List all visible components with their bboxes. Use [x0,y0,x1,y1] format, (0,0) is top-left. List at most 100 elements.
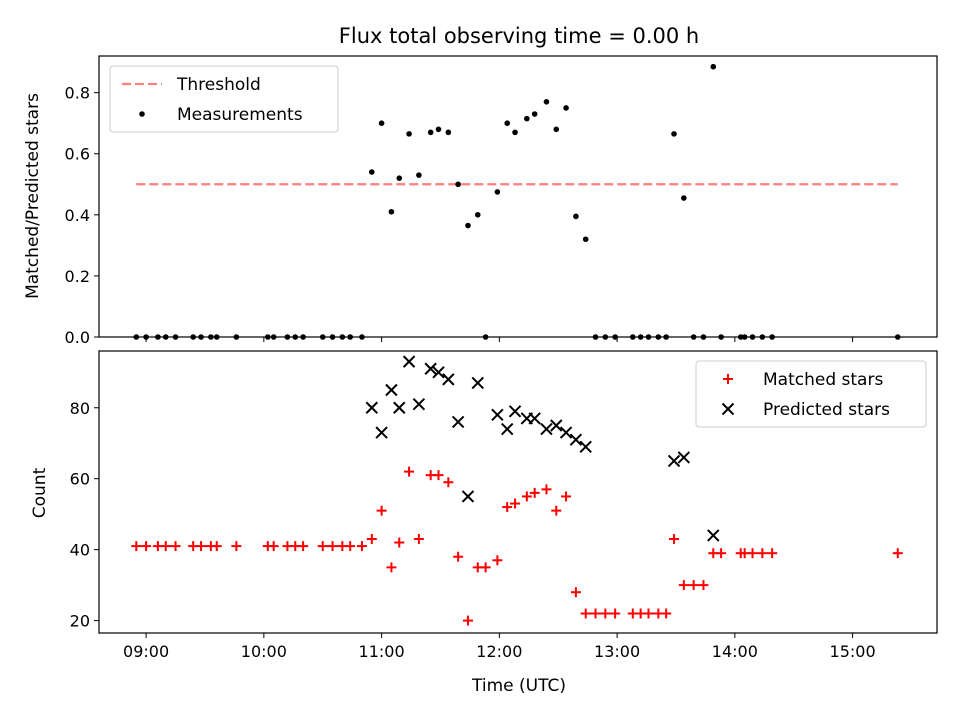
matched-star-point [716,548,727,559]
x-tick-label: 13:00 [594,642,640,661]
measurement-point [455,181,461,188]
matched-star-point [131,541,142,552]
x-tick-label: 09:00 [123,642,169,661]
matched-star-point [502,502,513,513]
matched-star-point [170,541,181,552]
measurement-point [378,120,385,126]
measurement-point [543,99,550,105]
predicted-star-point [451,415,465,429]
ratio-y-tick-label: 0.6 [65,145,90,164]
count-y-tick-label: 80 [70,399,90,418]
matched-star-point [529,487,540,498]
predicted-star-point [471,376,484,390]
predicted-star-point [412,398,426,411]
matched-star-point [268,541,279,552]
matched-star-point [767,548,778,559]
matched-star-point [433,470,444,481]
matched-star-point [211,541,222,552]
x-tick-label: 14:00 [712,642,758,661]
predicted-star-point [540,422,553,436]
measurement-point [512,129,518,136]
measurement-point [494,189,501,195]
predicted-star-point [707,529,720,542]
predicted-star-point [375,426,388,439]
measurement-point [368,169,375,175]
matched-star-point [892,548,903,559]
measurement-point [553,126,560,133]
matched-star-point [327,541,338,552]
predicted-star-point [424,362,437,375]
measurement-point [427,129,434,136]
count-y-tick-label: 40 [70,541,90,560]
matched-star-point [492,555,503,566]
matched-star-point [551,505,562,516]
ratio-axes-frame [98,55,938,338]
measurement-point [388,208,395,215]
matched-star-point [413,534,424,544]
measurement-point [531,111,538,117]
legend-label: Predicted stars [763,400,890,420]
predicted-star-point [550,419,563,432]
predicted-star-point [402,355,416,368]
predicted-star-point [677,451,691,464]
predicted-star-point [500,422,514,436]
matched-star-point [688,580,699,591]
x-tick-label: 12:00 [476,642,522,661]
ratio-y-tick-label: 0.8 [65,84,90,103]
matched-star-point [521,491,532,502]
matched-star-point [366,534,377,544]
y-axis-label-ratio: Matched/Predicted stars [23,93,43,299]
legend-dot-swatch [139,111,145,117]
matched-star-point [747,548,758,559]
measurement-point [406,131,412,137]
measurement-point [563,105,569,111]
count-axes-frame [98,350,938,634]
predicted-star-point [365,401,378,414]
predicted-star-point [491,408,504,422]
matched-star-point [757,548,768,559]
legend-label: Measurements [177,105,303,125]
predicted-star-point [528,412,541,425]
measurement-point [445,129,452,136]
predicted-star-point [667,454,681,468]
measurement-point [524,115,530,122]
predicted-star-point [432,366,445,379]
matched-star-point [404,466,415,477]
measurement-point [474,212,481,218]
predicted-star-point [559,426,573,439]
matched-star-point [298,541,309,552]
matched-star-point [480,562,491,573]
matched-star-point [610,608,621,619]
matched-star-point [141,541,152,552]
ratio-legend-box [109,65,339,133]
measurement-point [681,195,687,201]
matched-star-point [376,505,387,516]
measurement-point [396,175,403,181]
ratio-y-tick-label: 0.0 [65,328,90,347]
legend-label: Threshold [176,75,261,95]
matched-star-point [541,484,552,495]
count-plot-area [131,355,903,626]
matched-star-point [590,608,601,619]
count-y-tick-label: 60 [70,470,90,489]
matched-star-point [678,580,689,591]
matched-star-point [561,491,572,502]
predicted-star-point [442,373,455,386]
matched-star-point [580,608,591,619]
legend-label: Matched stars [763,370,883,390]
matched-star-point [443,477,454,488]
measurement-point [465,222,471,229]
predicted-star-point [569,433,583,446]
matched-star-point [345,541,356,552]
ratio-y-ticks: 0.0 0.2 0.4 0.6 0.8 [65,84,99,347]
measurement-point [435,126,442,133]
matched-star-point [570,587,581,598]
x-tick-label: 10:00 [241,642,287,661]
measurement-point [671,131,677,137]
matched-star-point [510,498,521,509]
x-tick-label: 15:00 [830,642,876,661]
matched-star-point [698,580,709,591]
count-legend-box [695,360,927,428]
count-x-ticks: 09:00 10:00 11:00 12:00 13:00 14:00 15:00 [123,633,876,661]
